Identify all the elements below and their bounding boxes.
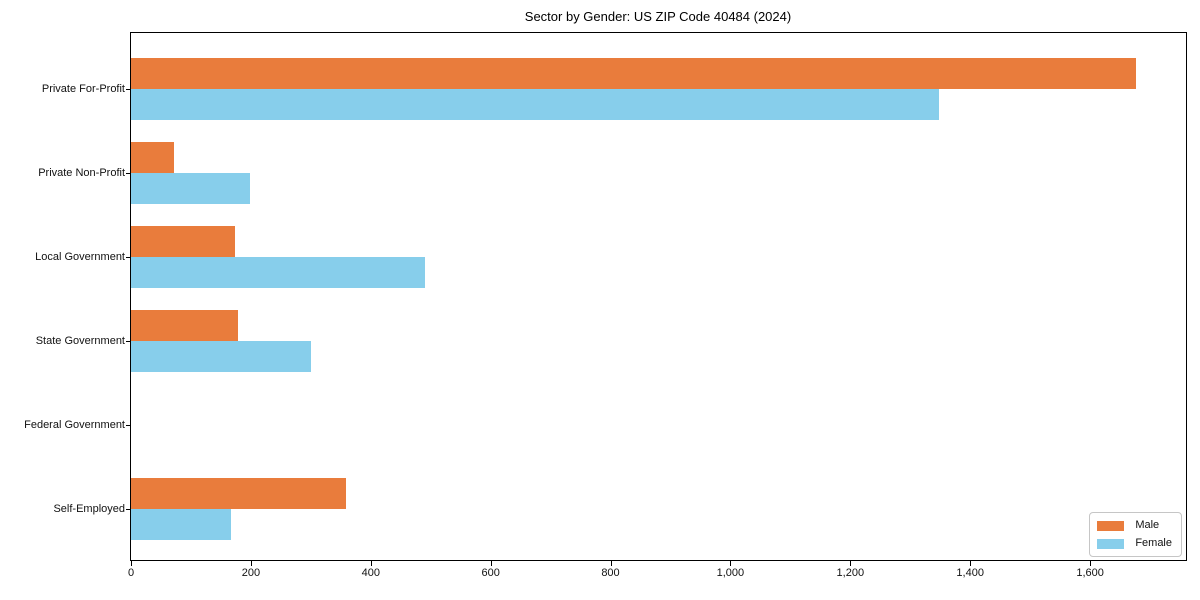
bar-male-self-employed — [131, 478, 346, 509]
legend-label-male: Male — [1135, 519, 1160, 531]
bar-female-private-non-profit — [131, 173, 250, 204]
bar-male-private-for-profit — [131, 58, 1136, 89]
y-tick-label-state-government: State Government — [35, 335, 125, 347]
x-tick-mark — [970, 561, 972, 566]
x-tick-mark — [370, 561, 372, 566]
bar-female-private-for-profit — [131, 89, 939, 120]
bar-female-state-government — [131, 341, 311, 372]
bar-male-state-government — [131, 310, 238, 341]
legend-swatch-female-icon — [1097, 538, 1125, 549]
x-tick-mark — [1090, 561, 1092, 566]
y-tick-label-self-employed: Self-Employed — [53, 503, 125, 515]
x-tick-label-1-400: 1,400 — [956, 567, 984, 579]
x-tick-label-200: 200 — [241, 567, 261, 579]
bar-female-self-employed — [131, 509, 231, 540]
x-tick-mark — [490, 561, 492, 566]
legend-item-male: Male — [1097, 519, 1172, 532]
chart-title: Sector by Gender: US ZIP Code 40484 (202… — [524, 9, 792, 24]
legend: Male Female — [1089, 512, 1182, 557]
y-tick-label-local-government: Local Government — [35, 251, 125, 263]
x-tick-mark — [730, 561, 732, 566]
legend-label-female: Female — [1135, 537, 1172, 549]
bar-female-local-government — [131, 257, 425, 288]
legend-item-female: Female — [1097, 537, 1172, 550]
legend-swatch-male-icon — [1097, 520, 1125, 531]
x-tick-label-600: 600 — [481, 567, 500, 579]
y-tick-label-private-for-profit: Private For-Profit — [41, 83, 125, 95]
x-tick-label-400: 400 — [361, 567, 380, 579]
y-tick-mark — [126, 257, 131, 258]
y-tick-mark — [126, 425, 131, 426]
x-tick-label-1-600: 1,600 — [1076, 567, 1104, 579]
x-tick-mark — [250, 561, 252, 566]
x-tick-mark — [850, 561, 852, 566]
y-tick-mark — [126, 173, 131, 174]
y-tick-mark — [126, 341, 131, 342]
x-tick-label-800: 800 — [601, 567, 620, 579]
y-tick-mark — [126, 89, 131, 90]
y-tick-label-federal-government: Federal Government — [24, 419, 125, 431]
x-tick-label-1-200: 1,200 — [836, 567, 865, 579]
x-tick-label-0: 0 — [127, 567, 135, 579]
y-tick-label-private-non-profit: Private Non-Profit — [38, 167, 125, 179]
x-tick-label-1-000: 1,000 — [716, 567, 745, 579]
x-tick-mark — [610, 561, 612, 566]
x-tick-mark — [131, 561, 132, 566]
plot-area: Male Female — [130, 32, 1187, 561]
bar-male-local-government — [131, 226, 236, 257]
y-tick-mark — [126, 509, 131, 510]
bar-male-private-non-profit — [131, 142, 174, 173]
